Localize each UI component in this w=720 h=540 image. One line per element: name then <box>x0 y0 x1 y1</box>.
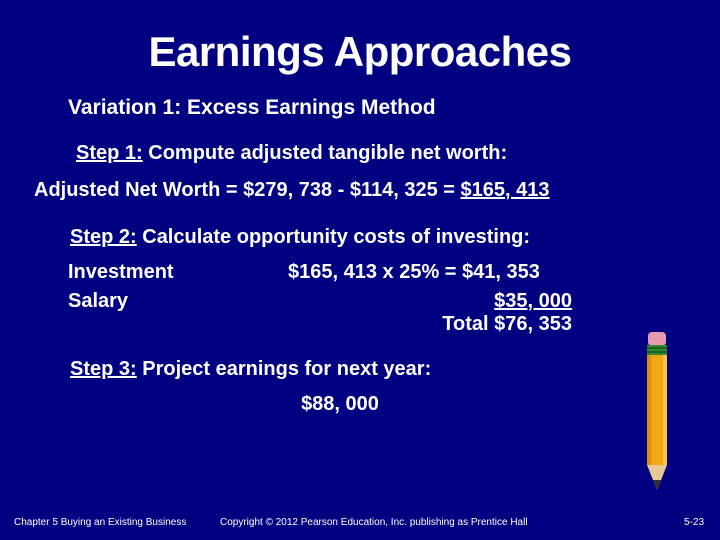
step2-label: Step 2: <box>70 226 137 248</box>
slide-footer: Chapter 5 Buying an Existing Business Co… <box>0 517 720 528</box>
eq-val2: $114, 325 <box>350 179 438 201</box>
investment-label: Investment <box>68 261 288 284</box>
footer-copyright: Copyright © 2012 Pearson Education, Inc.… <box>214 517 644 528</box>
slide-content: Variation 1: Excess Earnings Method Step… <box>0 96 720 416</box>
step3-label: Step 3: <box>70 358 137 380</box>
eq-minus: - <box>332 179 350 201</box>
eq-lhs: Adjusted Net Worth = <box>34 179 243 201</box>
investment-calc: $165, 413 x 25% = $41, 353 <box>288 261 672 284</box>
salary-row: Salary $35, 000 <box>68 290 672 313</box>
projected-earnings: $88, 000 <box>8 393 672 416</box>
step3-line: Step 3: Project earnings for next year: <box>70 358 672 381</box>
footer-page-number: 5-23 <box>644 517 704 528</box>
salary-value: $35, 000 <box>288 290 672 313</box>
footer-chapter: Chapter 5 Buying an Existing Business <box>14 517 214 528</box>
eq-val1: $279, 738 <box>243 179 332 201</box>
total-value: $76, 353 <box>494 313 572 335</box>
total-row: Total $76, 353 <box>48 313 672 336</box>
step1-text: Compute adjusted tangible net worth: <box>143 142 507 164</box>
step3-text: Project earnings for next year: <box>137 358 432 380</box>
salary-label: Salary <box>68 290 288 313</box>
slide-title: Earnings Approaches <box>0 0 720 96</box>
eq-result: $165, 413 <box>461 179 550 201</box>
eq-eq: = <box>438 179 461 201</box>
pencil-icon <box>642 332 672 492</box>
total-label: Total <box>442 313 494 335</box>
step2-text: Calculate opportunity costs of investing… <box>137 226 530 248</box>
investment-row: Investment $165, 413 x 25% = $41, 353 <box>68 261 672 284</box>
step1-line: Step 1: Compute adjusted tangible net wo… <box>76 142 672 165</box>
step2-line: Step 2: Calculate opportunity costs of i… <box>70 226 672 249</box>
net-worth-equation: Adjusted Net Worth = $279, 738 - $114, 3… <box>34 179 672 202</box>
variation-heading: Variation 1: Excess Earnings Method <box>68 96 672 120</box>
step1-label: Step 1: <box>76 142 143 164</box>
